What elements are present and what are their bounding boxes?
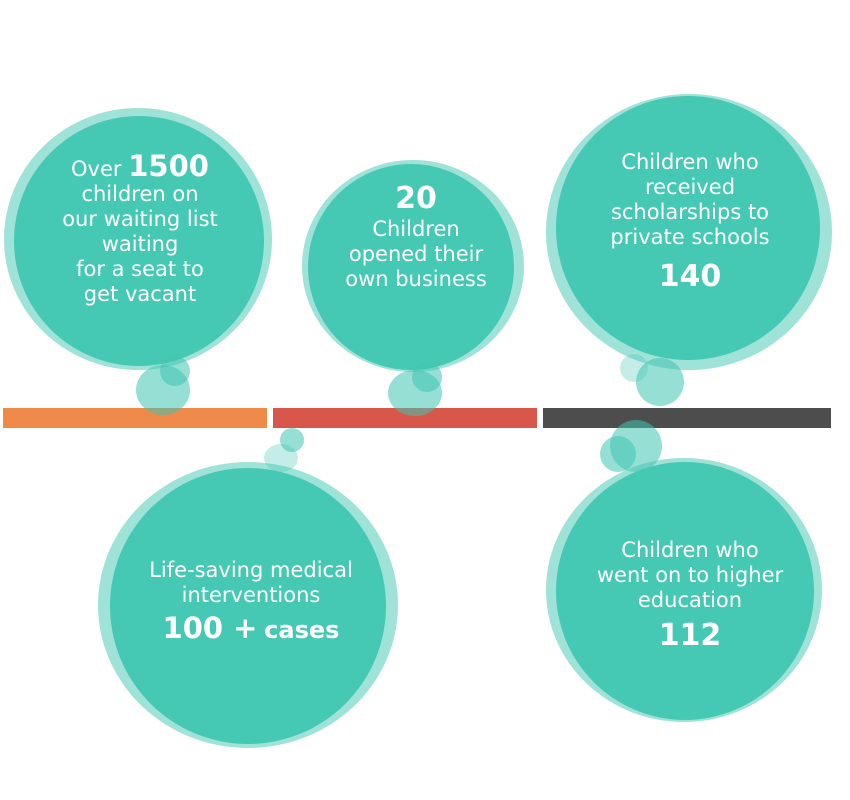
business-text: 20 Children opened their own business <box>316 181 516 292</box>
scholarships-line: Children who <box>621 150 759 174</box>
waiting-list-line: waiting <box>101 232 179 256</box>
scholarships-line: private schools <box>610 225 770 249</box>
medical-text: Life-saving medical interventions 100 + … <box>126 558 376 644</box>
business-number: 20 <box>395 181 437 216</box>
waiting-list-prefix: Over <box>71 157 122 181</box>
waiting-list-connector-bubble-small <box>160 356 190 386</box>
higher-education-text: Children who went on to higher education… <box>580 538 800 653</box>
business-line: Children <box>372 217 460 241</box>
business-line: own business <box>345 267 487 291</box>
higher-education-line: Children who <box>621 538 759 562</box>
medical-connector-bubble-small <box>280 428 304 452</box>
waiting-list-text: Over 1500 children on our waiting list w… <box>30 152 250 307</box>
business-connector-bubble-small <box>412 362 442 392</box>
scholarships-circle <box>556 96 820 360</box>
scholarships-text: Children who received scholarships to pr… <box>580 150 800 294</box>
scholarships-line: scholarships to <box>610 200 770 224</box>
medical-line: Life-saving medical <box>149 558 353 582</box>
waiting-list-line: children on <box>81 182 199 206</box>
waiting-list-line: for a seat to <box>76 257 204 281</box>
higher-education-connector-bubble-small <box>600 436 636 472</box>
higher-education-line: went on to higher <box>596 563 784 587</box>
medical-circle <box>110 468 386 744</box>
waiting-list-line: get vacant <box>83 282 197 306</box>
timeline-segment-1 <box>3 408 267 428</box>
timeline-segment-2 <box>273 408 537 428</box>
scholarships-number: 140 <box>658 259 722 294</box>
medical-number: 100 + <box>162 611 258 645</box>
higher-education-line: education <box>637 588 743 612</box>
waiting-list-circle <box>14 116 264 366</box>
waiting-list-line: our waiting list <box>62 207 218 231</box>
scholarships-connector-bubble <box>636 358 684 406</box>
timeline-segment-3 <box>543 408 831 428</box>
higher-education-circle <box>556 462 814 720</box>
scholarships-line: received <box>644 175 736 199</box>
higher-education-number: 112 <box>658 618 722 653</box>
medical-suffix: cases <box>264 616 340 644</box>
business-line: opened their <box>348 242 484 266</box>
business-circle <box>308 164 514 370</box>
medical-line: interventions <box>181 583 321 607</box>
waiting-list-number: 1500 <box>128 149 209 183</box>
